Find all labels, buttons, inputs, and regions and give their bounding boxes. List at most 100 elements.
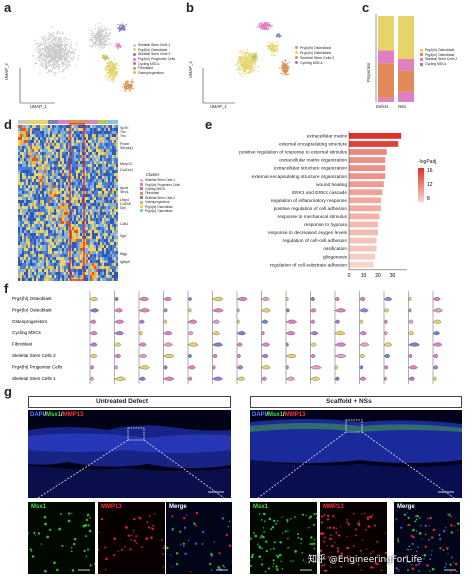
heatmap-cell (48, 251, 50, 254)
heatmap-cell (74, 227, 76, 230)
heatmap-cell (20, 137, 22, 140)
heatmap-cell (80, 143, 82, 146)
heatmap-cell (66, 161, 68, 164)
heatmap-cell (90, 137, 92, 140)
umap-b-point (235, 64, 237, 66)
heatmap-cell (90, 149, 92, 152)
umap-a-point (105, 28, 107, 31)
heatmap-cell (114, 200, 116, 203)
heatmap-cell (86, 173, 88, 176)
umap-a-point (110, 78, 113, 80)
umap-a-legend-item: Skeletal Stem Cells 2 (133, 52, 175, 57)
heatmap-cell (48, 191, 50, 194)
umap-b-point (258, 23, 260, 26)
heatmap-cell (74, 125, 76, 128)
heatmap-cell (110, 269, 112, 272)
heatmap-cell (84, 230, 86, 233)
umap-a-point (103, 46, 105, 48)
heatmap-cell (74, 218, 76, 221)
heatmap-cell (110, 266, 112, 269)
heatmap-cell (32, 128, 34, 131)
heatmap-cell (44, 221, 46, 224)
heatmap-cell (116, 188, 118, 191)
heatmap-cell (100, 257, 102, 260)
umap-a-point (44, 44, 46, 47)
violin-shape (359, 365, 364, 370)
heatmap-cell (44, 155, 46, 158)
heatmap-cell (116, 206, 118, 209)
heatmap-cell (76, 248, 78, 251)
umap-a-point (102, 35, 104, 38)
heatmap-cell (68, 170, 70, 173)
umap-a-point (61, 31, 64, 34)
heatmap-cell (72, 143, 74, 146)
heatmap-cell (104, 215, 106, 218)
heatmap-cell (42, 227, 44, 230)
umap-a-point (64, 65, 67, 67)
heatmap-cell (28, 224, 30, 227)
heatmap-cell (24, 164, 26, 167)
violin-shape (89, 376, 94, 381)
heatmap-cell (50, 233, 52, 236)
heatmap-cell (74, 176, 76, 179)
violin-shape (138, 365, 150, 370)
heatmap-cell (68, 251, 70, 254)
heatmap-cell (48, 155, 50, 158)
heatmap-cell (96, 218, 98, 221)
heatmap-cell (38, 131, 40, 134)
heatmap-cell (54, 278, 56, 281)
heatmap-cell (80, 200, 82, 203)
heatmap-cell (84, 278, 86, 281)
heatmap-cell (30, 134, 32, 137)
heatmap-cell (28, 167, 30, 170)
umap-a-point (118, 27, 121, 29)
heatmap-cell (34, 131, 36, 134)
umap-a-point (97, 43, 99, 46)
heatmap-cell (106, 182, 108, 185)
heatmap-cell (92, 278, 94, 281)
umap-b-point (250, 60, 253, 62)
heatmap-cell (86, 167, 88, 170)
heatmap-d-legend-item: Fibroblast (140, 191, 180, 195)
heatmap-cell (78, 125, 80, 128)
heatmap-cell (36, 242, 38, 245)
heatmap-cell (32, 272, 34, 275)
heatmap-cell (22, 152, 24, 155)
heatmap-cell (20, 266, 22, 269)
heatmap-cell (86, 209, 88, 212)
heatmap-cell (66, 212, 68, 215)
heatmap-cell (90, 254, 92, 257)
heatmap-cell (86, 179, 88, 182)
heatmap-cell (60, 254, 62, 257)
heatmap-cell (40, 215, 42, 218)
heatmap-cell (58, 197, 60, 200)
heatmap-cell (68, 161, 70, 164)
heatmap-cell (68, 233, 70, 236)
heatmap-cell (28, 155, 30, 158)
heatmap-cell (46, 272, 48, 275)
heatmap-cell (22, 278, 24, 281)
heatmap-cell (66, 131, 68, 134)
heatmap-cell (116, 164, 118, 167)
heatmap-cell (94, 224, 96, 227)
heatmap-cell (50, 158, 52, 161)
heatmap-cell (96, 248, 98, 251)
umap-b-point (243, 60, 246, 63)
heatmap-cell (26, 146, 28, 149)
umap-b-point (244, 62, 246, 64)
heatmap-cell (68, 191, 70, 194)
heatmap-cell (88, 260, 90, 263)
heatmap-cell (84, 239, 86, 242)
heatmap-cell (34, 140, 36, 143)
heatmap-cell (32, 230, 34, 233)
heatmap-cell (52, 200, 54, 203)
heatmap-cell (76, 146, 78, 149)
heatmap-cell (50, 149, 52, 152)
umap-a-point (120, 28, 123, 30)
umap-a-point (41, 64, 43, 67)
violin-shape (138, 308, 151, 313)
heatmap-cell (66, 200, 68, 203)
umap-a-point (106, 71, 108, 74)
heatmap-cell (86, 272, 88, 275)
heatmap-cell (82, 137, 84, 140)
